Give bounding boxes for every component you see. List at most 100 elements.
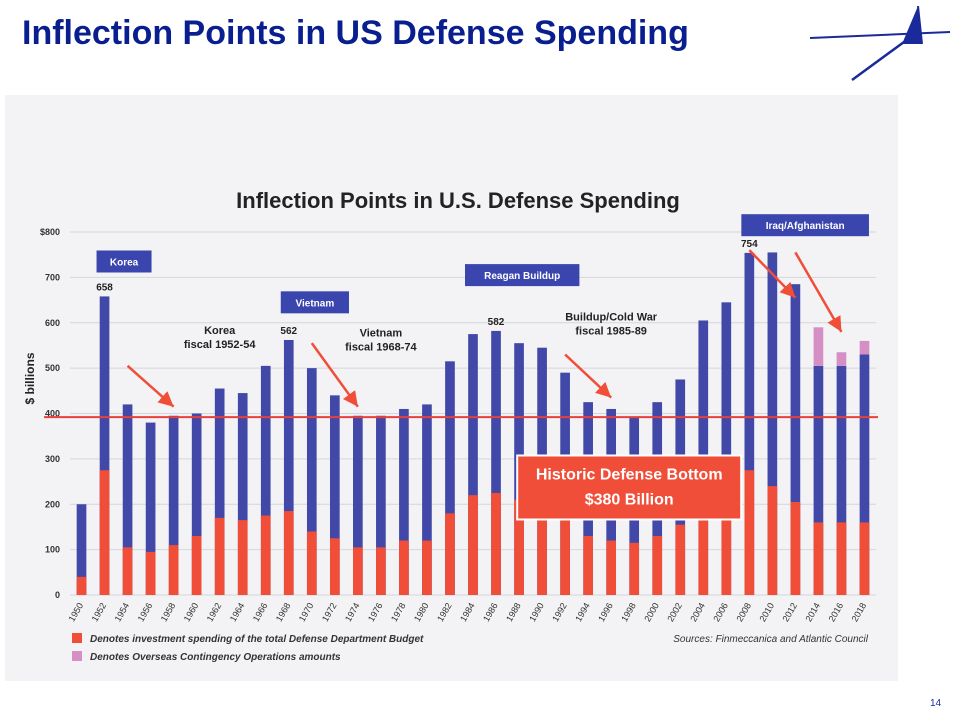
data-label-1986: 582 (488, 317, 505, 328)
legend-swatch (72, 651, 82, 661)
y-tick-label: 400 (45, 409, 60, 419)
bar-investment-1968 (283, 511, 294, 595)
company-logo-icon (809, 5, 951, 82)
bar-total-1958 (168, 415, 179, 595)
period-label-box (280, 291, 349, 314)
bar-total-1950 (76, 504, 87, 595)
bar-oco-2016 (836, 352, 847, 366)
period-label: Iraq/Afghanistan (766, 221, 845, 232)
bar-total-2014 (813, 365, 824, 595)
y-tick-label: 200 (45, 499, 60, 509)
bar-total-1968 (283, 339, 294, 595)
bar-total-2012 (790, 284, 801, 595)
annotation-arrow (794, 251, 843, 333)
bar-chart: 0 100 200 300 400 500 600 700 $800 $ billions Infl… (5, 95, 898, 681)
annotation-text: Korea (204, 325, 236, 337)
bar-investment-1990 (537, 501, 547, 595)
y-tick-label: 500 (45, 363, 60, 373)
bar-investment-1984 (468, 495, 478, 595)
annotation-text: fiscal 1952-54 (184, 339, 256, 351)
data-label-1968: 562 (280, 326, 297, 337)
bar-investment-2006 (721, 499, 732, 595)
bar-investment-1994 (583, 536, 593, 595)
chart-image: 0 100 200 300 400 500 600 700 $800 $ billions Infl… (0, 95, 959, 690)
bar-total-1952 (99, 296, 110, 595)
bar-total-1970 (306, 368, 317, 595)
period-label: Reagan Buildup (484, 271, 560, 282)
callout-text: $380 Billion (585, 491, 674, 508)
bar-investment-1970 (306, 531, 317, 595)
bar-total-1956 (145, 422, 156, 595)
y-tick-label: 700 (45, 272, 60, 282)
bar-total-1974 (353, 415, 363, 595)
bar-oco-2018 (859, 340, 870, 355)
annotation-text: fiscal 1968-74 (345, 341, 417, 353)
bar-investment-2008 (744, 470, 755, 595)
annotation-arrow (310, 342, 359, 408)
data-label-2008: 754 (741, 239, 758, 250)
bar-total-1962 (214, 388, 225, 595)
y-axis-label: $ billions (23, 352, 37, 404)
bar-investment-1986 (491, 492, 501, 595)
bar-total-2008 (744, 252, 755, 595)
bar-investment-1964 (237, 520, 248, 595)
annotation-arrow (564, 353, 613, 399)
y-tick-label: 600 (45, 318, 60, 328)
bar-investment-1982 (445, 513, 455, 595)
bar-investment-2000 (652, 536, 663, 595)
y-tick-label: $800 (40, 227, 60, 237)
bar-total-1960 (191, 413, 202, 595)
bar-investment-1998 (629, 542, 640, 595)
annotation-arrow (748, 249, 797, 299)
annotation-text: fiscal 1985-89 (575, 325, 647, 337)
bar-investment-2010 (767, 486, 778, 595)
period-label-box (741, 214, 869, 237)
bar-total-1982 (445, 361, 455, 595)
period-label-box (96, 250, 152, 273)
y-tick-label: 0 (55, 590, 60, 600)
chart-title: Inflection Points in U.S. Defense Spendi… (236, 188, 680, 213)
bar-investment-1978 (399, 540, 409, 595)
annotation-arrow (126, 364, 175, 408)
bar-investment-1954 (122, 547, 133, 595)
bar-investment-1958 (168, 545, 179, 595)
bar-investment-1996 (606, 540, 617, 595)
bar-total-2018 (859, 354, 870, 595)
period-label: Korea (110, 257, 139, 268)
bar-investment-1960 (191, 536, 202, 595)
historic-bottom-callout (516, 454, 743, 521)
bar-investment-2002 (675, 524, 686, 595)
bar-investment-2018 (859, 522, 870, 595)
page-number: 14 (930, 698, 942, 709)
bar-total-1978 (399, 408, 409, 595)
annotation-text: Buildup/Cold War (565, 311, 658, 323)
bar-total-1964 (237, 393, 248, 595)
period-label-box (465, 264, 580, 287)
bar-investment-1950 (76, 576, 87, 595)
legend-swatch (72, 633, 82, 643)
annotation-text: Vietnam (360, 327, 403, 339)
callout-text: Historic Defense Bottom (536, 466, 723, 483)
bar-total-1954 (122, 404, 133, 595)
bar-investment-2004 (698, 504, 709, 595)
bar-investment-1952 (99, 470, 110, 595)
bar-investment-2012 (790, 501, 801, 595)
y-tick-label: 100 (45, 545, 60, 555)
bar-investment-1972 (329, 538, 340, 595)
bar-total-2006 (721, 302, 732, 595)
bar-investment-1966 (260, 515, 271, 595)
slide-title: Inflection Points in US Defense Spending (22, 14, 689, 52)
legend-label: Denotes Overseas Contingency Operations … (90, 652, 341, 663)
bar-total-2010 (767, 252, 778, 595)
bar-total-1966 (260, 365, 271, 595)
bar-investment-2014 (813, 522, 824, 595)
bar-investment-1976 (376, 547, 386, 595)
bar-investment-1974 (353, 547, 363, 595)
bar-total-2016 (836, 365, 847, 595)
bar-total-1972 (329, 395, 340, 595)
bar-total-1986 (491, 330, 501, 595)
legend-label: Denotes investment spending of the total… (90, 634, 424, 645)
source-note: Sources: Finmeccanica and Atlantic Counc… (673, 634, 869, 645)
bar-investment-1962 (214, 517, 225, 595)
bar-investment-1980 (422, 540, 432, 595)
